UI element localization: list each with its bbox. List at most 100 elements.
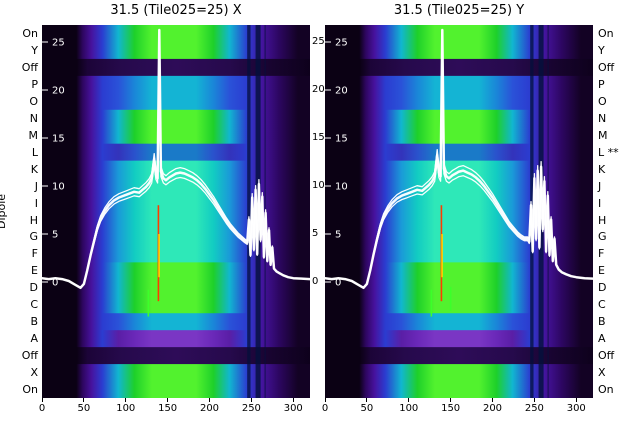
heatmap-row xyxy=(42,245,310,263)
heatmap-row xyxy=(325,381,593,398)
y-tick-label-between: 15 xyxy=(312,132,325,143)
row-label-left: E xyxy=(31,264,38,278)
x-tick-label: 250 xyxy=(241,403,261,414)
y-tick-label-inner: 20 xyxy=(335,86,348,97)
heatmap-row xyxy=(42,109,310,128)
y-tick-label-between: 5 xyxy=(312,228,319,239)
row-label-left: On xyxy=(22,383,38,396)
y-tick-label-between: 0 xyxy=(312,276,319,287)
heatmap-row xyxy=(325,245,593,263)
heatmap-row xyxy=(42,177,310,196)
x-tick-label: 50 xyxy=(77,403,91,414)
heatmap-row xyxy=(42,296,310,314)
heatmap-row xyxy=(42,75,310,94)
x-tick-label: 200 xyxy=(199,403,220,414)
row-label-left: Y xyxy=(31,43,38,57)
row-label-right: H xyxy=(598,213,607,227)
heatmap-row xyxy=(42,211,310,230)
x-tick-label: 100 xyxy=(116,403,136,414)
heatmap-row xyxy=(42,313,310,331)
heatmap-row xyxy=(42,41,310,60)
x-tick-mark xyxy=(167,398,169,402)
row-label-right: K xyxy=(598,162,606,176)
row-label-right: D xyxy=(598,281,607,295)
row-label-left: J xyxy=(34,179,38,193)
heatmap-row xyxy=(325,330,593,348)
y-tick-label-inner: 0 xyxy=(335,278,341,289)
panel-title-y: 31.5 (Tile025=25) Y xyxy=(393,3,525,18)
row-label-right: L ** xyxy=(598,145,619,159)
row-label-right: On xyxy=(598,27,614,40)
heatmap-row xyxy=(42,160,310,179)
heatmap-panel-y: 25 20 15 10 5 0 xyxy=(325,25,593,398)
y-tick-label-between: 20 xyxy=(312,84,325,95)
row-label-right: Y xyxy=(598,43,605,57)
row-label-right: On xyxy=(598,383,614,396)
y-tick-label-inner: 5 xyxy=(52,230,58,241)
heatmap-row xyxy=(325,75,593,94)
x-tick-label: 300 xyxy=(566,403,586,414)
x-tick-mark xyxy=(533,398,535,402)
row-label-right: G xyxy=(598,230,607,244)
row-label-left: D xyxy=(29,281,38,295)
row-label-right: F xyxy=(598,247,605,261)
panel-title-x: 31.5 (Tile025=25) X xyxy=(110,3,242,18)
x-tick-mark xyxy=(250,398,252,402)
row-label-left: H xyxy=(29,213,38,227)
spectrum-line xyxy=(42,28,310,290)
heatmap-row xyxy=(325,211,593,230)
x-tick-label: 200 xyxy=(482,403,503,414)
heatmap-row xyxy=(42,126,310,145)
row-label-left: L xyxy=(31,145,38,159)
heatmap-row xyxy=(325,364,593,382)
row-label-left: K xyxy=(30,162,38,176)
row-label-right: N xyxy=(598,111,607,125)
y-tick-label-inner: 10 xyxy=(52,182,65,193)
heatmap-row xyxy=(325,58,593,77)
row-label-left: F xyxy=(31,247,38,261)
heatmap-row xyxy=(42,194,310,213)
row-label-left: O xyxy=(29,94,38,108)
spectrum-line xyxy=(325,28,593,290)
heatmap-row xyxy=(325,296,593,314)
y-tick-label-inner: 15 xyxy=(52,134,65,145)
row-label-left: P xyxy=(31,77,38,91)
x-tick-label: 50 xyxy=(360,403,374,414)
x-tick-label: 250 xyxy=(524,403,544,414)
x-tick-mark xyxy=(41,398,43,402)
y-tick-label-inner: 15 xyxy=(335,134,348,145)
heatmap-row xyxy=(325,92,593,111)
row-label-left: I xyxy=(34,196,38,210)
heatmap-row xyxy=(42,143,310,162)
heatmap-row xyxy=(42,58,310,77)
x-tick-label: 150 xyxy=(158,403,178,414)
heatmap-row xyxy=(325,313,593,331)
x-tick-label: 0 xyxy=(321,403,329,414)
y-tick-label-inner: 25 xyxy=(335,38,348,49)
row-label-right: M xyxy=(598,128,608,142)
heatmap-row xyxy=(325,25,593,43)
heatmap-row xyxy=(325,177,593,196)
x-tick-mark xyxy=(125,398,127,402)
row-label-right: J xyxy=(598,179,602,193)
heatmap-row xyxy=(325,279,593,297)
x-tick-label: 100 xyxy=(399,403,419,414)
x-tick-mark xyxy=(209,398,210,402)
heatmap-row xyxy=(42,364,310,382)
heatmap-row xyxy=(42,330,310,348)
row-label-left: N xyxy=(29,111,38,125)
y-tick-label-inner: 5 xyxy=(335,230,341,241)
row-label-left: M xyxy=(28,128,39,142)
row-label-right: E xyxy=(598,264,605,278)
row-label-left: G xyxy=(29,230,38,244)
row-label-right: O xyxy=(598,94,607,108)
row-label-left: X xyxy=(30,366,38,380)
row-label-right: Off xyxy=(598,60,615,74)
y-tick-label-inner: 25 xyxy=(52,38,65,49)
x-tick-mark xyxy=(450,398,452,402)
x-tick-label: 0 xyxy=(38,403,46,414)
heatmap-panel-x: 25 20 15 10 5 0 xyxy=(42,25,310,398)
heatmap-row xyxy=(325,160,593,179)
row-label-right: Off xyxy=(598,349,615,363)
